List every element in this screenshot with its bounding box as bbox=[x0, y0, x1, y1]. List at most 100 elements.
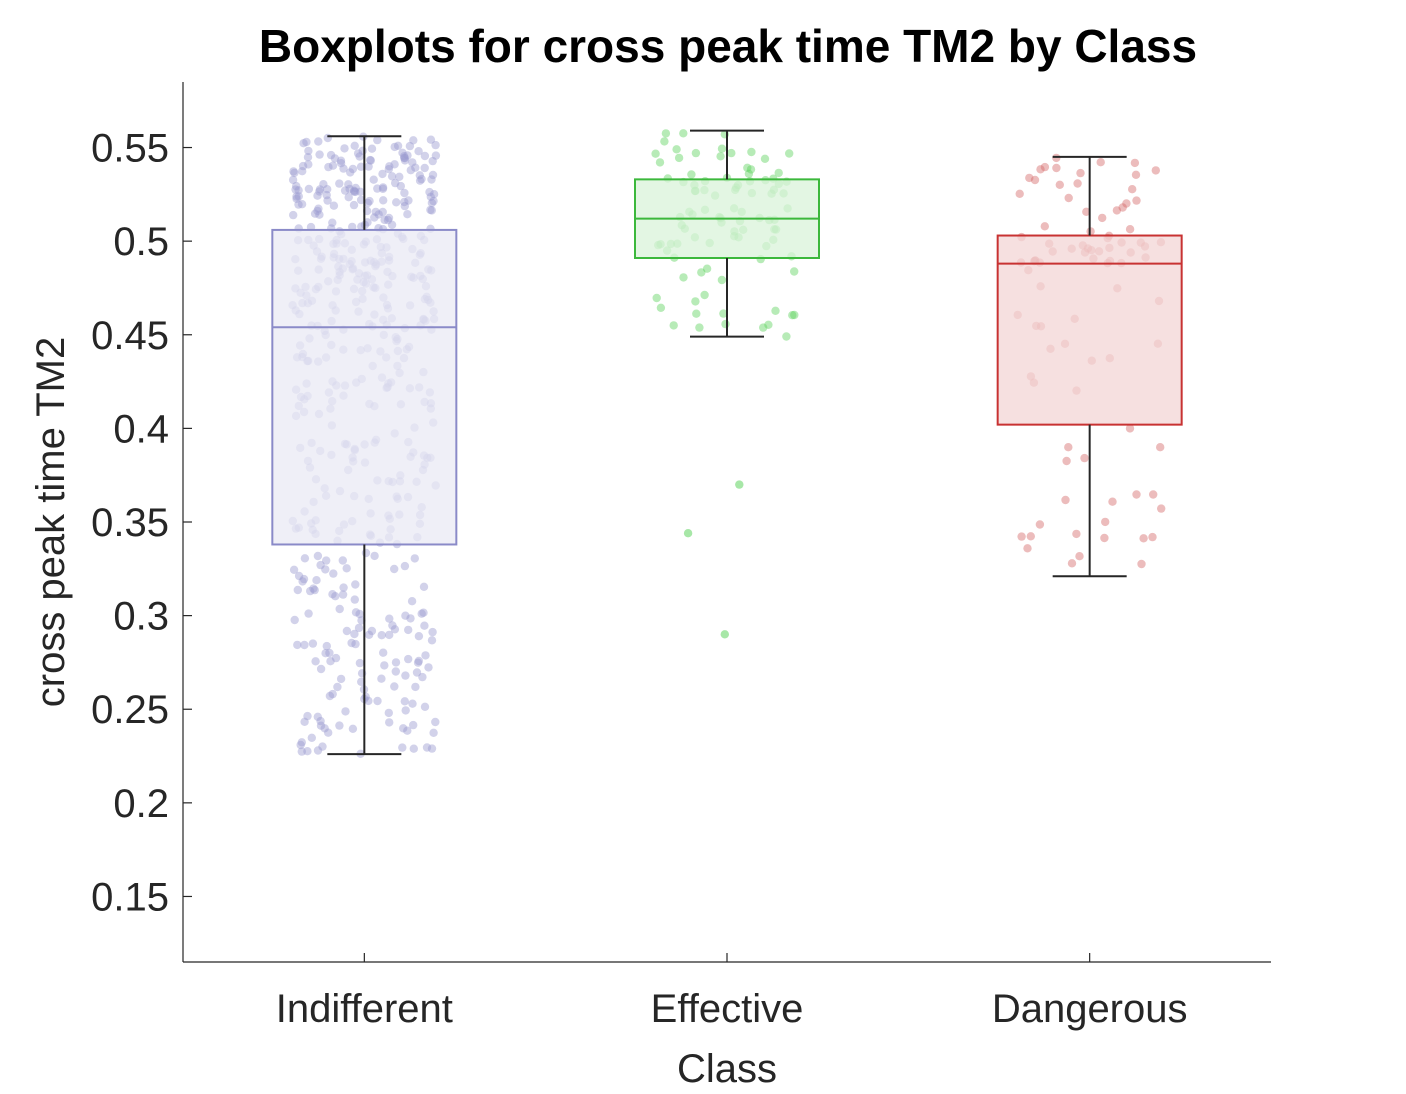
jitter-point bbox=[406, 614, 415, 623]
jitter-point bbox=[322, 190, 331, 200]
jitter-point bbox=[417, 174, 426, 184]
jitter-point bbox=[420, 151, 430, 161]
jitter-point bbox=[377, 674, 386, 683]
jitter-point bbox=[338, 590, 348, 599]
jitter-point bbox=[315, 150, 324, 159]
jitter-point bbox=[296, 740, 305, 750]
jitter-point bbox=[411, 682, 420, 692]
jitter-point bbox=[303, 711, 312, 721]
jitter-point bbox=[355, 658, 365, 668]
jitter-point bbox=[336, 674, 346, 684]
jitter-point bbox=[428, 170, 438, 180]
jitter-point bbox=[302, 137, 311, 147]
jitter-point bbox=[290, 615, 299, 625]
jitter-point bbox=[288, 175, 298, 185]
jitter-point bbox=[717, 275, 727, 285]
jitter-point bbox=[1118, 203, 1127, 212]
jitter-point bbox=[391, 658, 401, 667]
jitter-point bbox=[1062, 456, 1071, 466]
jitter-point bbox=[1157, 504, 1166, 513]
jitter-point bbox=[313, 191, 322, 200]
jitter-point bbox=[1075, 552, 1084, 561]
jitter-point bbox=[403, 151, 412, 160]
jitter-point bbox=[652, 293, 661, 303]
jitter-point bbox=[388, 621, 397, 630]
jitter-point bbox=[1076, 168, 1085, 178]
jitter-point bbox=[300, 717, 309, 726]
jitter-point bbox=[411, 163, 420, 172]
jitter-point bbox=[297, 738, 306, 747]
jitter-point bbox=[398, 743, 407, 752]
jitter-point bbox=[350, 595, 359, 604]
jitter-point bbox=[385, 614, 394, 623]
jitter-point bbox=[669, 321, 678, 330]
jitter-point bbox=[655, 158, 665, 167]
jitter-point bbox=[333, 682, 342, 692]
jitter-point bbox=[674, 153, 684, 163]
jitter-point bbox=[1030, 175, 1040, 185]
jitter-point bbox=[400, 153, 409, 162]
jitter-point bbox=[315, 210, 324, 219]
jitter-point bbox=[401, 706, 410, 715]
jitter-point bbox=[314, 137, 323, 146]
jitter-point bbox=[294, 192, 303, 201]
jitter-point bbox=[322, 641, 331, 651]
jitter-point bbox=[347, 638, 356, 648]
jitter-point bbox=[328, 161, 338, 170]
jitter-point bbox=[314, 204, 323, 213]
jitter-point bbox=[400, 188, 409, 198]
jitter-point bbox=[323, 185, 332, 194]
jitter-point bbox=[400, 197, 409, 207]
jitter-point bbox=[351, 639, 360, 649]
jitter-point bbox=[378, 183, 388, 192]
jitter-point bbox=[323, 133, 332, 143]
jitter-point bbox=[414, 632, 424, 641]
jitter-point bbox=[315, 185, 325, 194]
jitter-point bbox=[340, 186, 350, 195]
jitter-point bbox=[350, 629, 359, 639]
jitter-point bbox=[418, 672, 427, 682]
jitter-point bbox=[326, 150, 336, 160]
jitter-point bbox=[702, 264, 712, 273]
jitter-point bbox=[1101, 517, 1110, 527]
jitter-point bbox=[400, 152, 409, 161]
jitter-point bbox=[691, 297, 700, 306]
jitter-point bbox=[313, 746, 323, 755]
jitter-point bbox=[1061, 495, 1070, 505]
jitter-point bbox=[364, 630, 374, 639]
jitter-point bbox=[340, 144, 349, 153]
jitter-point bbox=[324, 728, 333, 737]
jitter-point bbox=[429, 196, 438, 206]
jitter-point bbox=[365, 196, 374, 206]
jitter-point bbox=[412, 668, 422, 677]
jitter-point bbox=[293, 585, 302, 595]
jitter-point bbox=[1072, 529, 1081, 539]
jitter-point bbox=[373, 184, 382, 193]
jitter-point bbox=[743, 163, 752, 172]
jitter-point bbox=[428, 156, 437, 166]
jitter-point bbox=[294, 186, 303, 195]
jitter-point bbox=[350, 187, 359, 196]
jitter-point bbox=[298, 167, 307, 176]
jitter-point bbox=[1131, 170, 1141, 179]
jitter-point bbox=[331, 592, 340, 601]
jitter-point bbox=[420, 163, 429, 173]
jitter-point bbox=[298, 577, 307, 586]
jitter-point bbox=[1137, 559, 1146, 569]
jitter-point bbox=[344, 180, 353, 189]
jitter-point bbox=[760, 154, 770, 163]
jitter-point bbox=[405, 141, 415, 151]
jitter-point bbox=[431, 717, 440, 727]
jitter-point bbox=[404, 654, 413, 664]
jitter-point bbox=[356, 195, 366, 205]
jitter-point bbox=[782, 332, 791, 341]
jitter-point bbox=[316, 560, 325, 570]
jitter-point bbox=[330, 154, 340, 163]
jitter-point bbox=[312, 576, 321, 585]
jitter-point bbox=[695, 323, 704, 332]
x-ticks-layer: Indifferent Effective Dangerous bbox=[276, 953, 1188, 1031]
jitter-point bbox=[404, 625, 413, 635]
jitter-point bbox=[403, 726, 412, 735]
y-ticks-layer: 0.15 0.2 0.25 0.3 0.35 0.4 0.45 0.5 0.55 bbox=[91, 127, 192, 919]
jitter-point bbox=[409, 136, 418, 145]
